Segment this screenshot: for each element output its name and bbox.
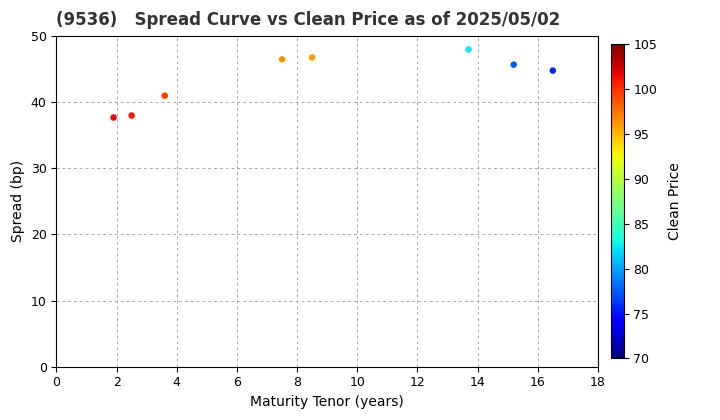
- Y-axis label: Spread (bp): Spread (bp): [11, 160, 25, 242]
- Point: [126, 112, 138, 119]
- Point: [547, 67, 559, 74]
- Point: [108, 114, 120, 121]
- Point: [307, 54, 318, 61]
- Y-axis label: Clean Price: Clean Price: [668, 163, 683, 240]
- Point: [463, 46, 474, 53]
- Text: (9536)   Spread Curve vs Clean Price as of 2025/05/02: (9536) Spread Curve vs Clean Price as of…: [56, 11, 561, 29]
- Point: [159, 92, 171, 99]
- Point: [508, 61, 519, 68]
- Point: [276, 56, 288, 63]
- X-axis label: Maturity Tenor (years): Maturity Tenor (years): [251, 395, 404, 409]
